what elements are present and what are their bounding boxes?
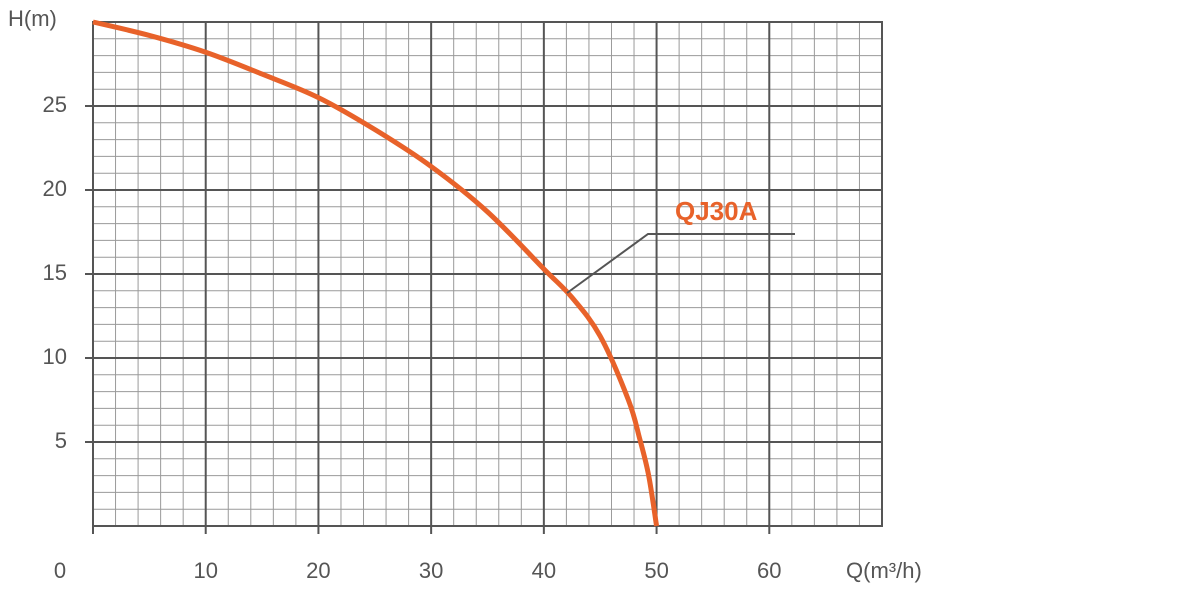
- series-label: QJ30A: [675, 196, 758, 226]
- plot-frame: [92, 21, 883, 527]
- x-tick-label: 0: [54, 558, 66, 583]
- x-tick-label: 30: [419, 558, 443, 583]
- y-tick-label: 15: [43, 260, 67, 285]
- y-tick-label: 5: [55, 428, 67, 453]
- y-tick-label: 20: [43, 176, 67, 201]
- x-tick-label: 10: [193, 558, 217, 583]
- leader-line: [566, 233, 795, 294]
- y-tick-label: 10: [43, 344, 67, 369]
- x-tick-label: 40: [532, 558, 556, 583]
- y-axis-label: H(m): [8, 6, 57, 31]
- x-tick-label: 60: [757, 558, 781, 583]
- x-tick-label: 50: [644, 558, 668, 583]
- x-tick-label: 20: [306, 558, 330, 583]
- curve: [92, 19, 660, 527]
- x-axis-label: Q(m³/h): [846, 558, 922, 583]
- y-tick-label: 25: [43, 92, 67, 117]
